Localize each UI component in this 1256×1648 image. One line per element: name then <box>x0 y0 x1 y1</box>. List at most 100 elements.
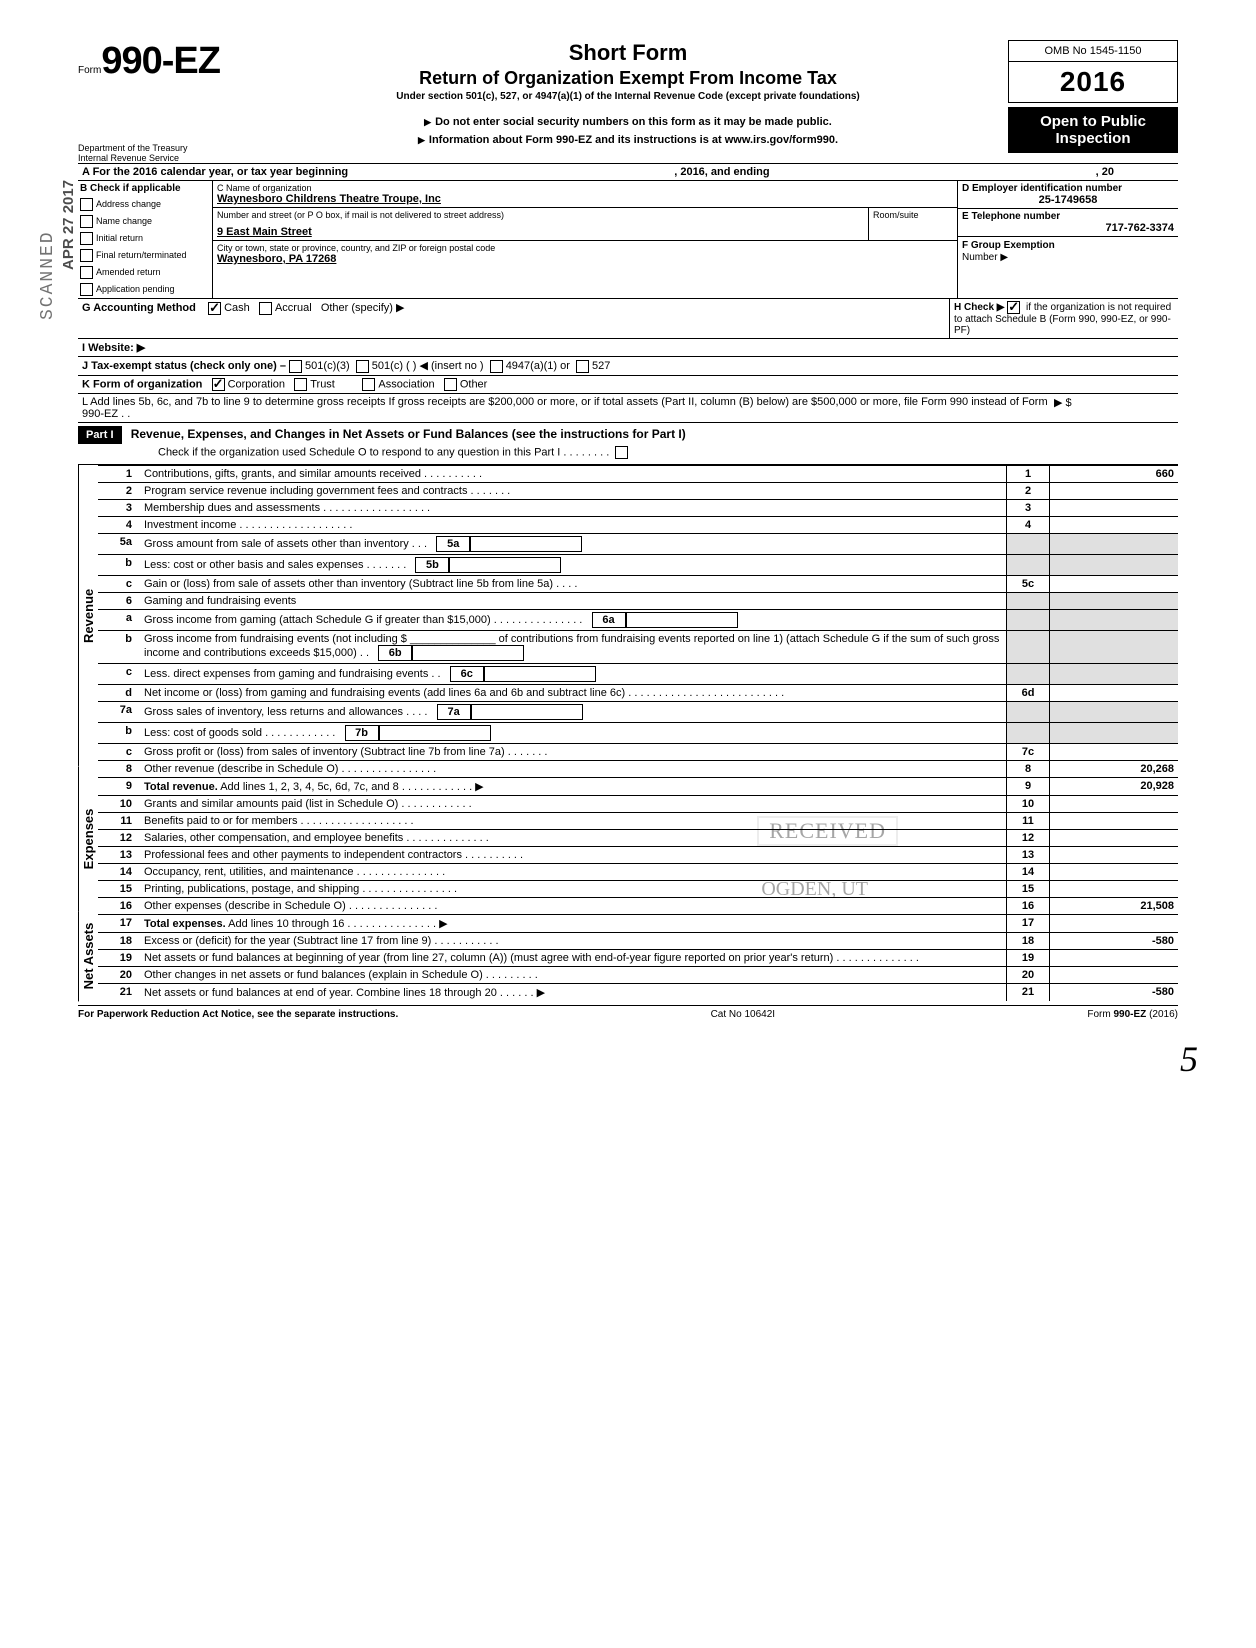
row-a: A For the 2016 calendar year, or tax yea… <box>78 163 1178 181</box>
chk-name-change[interactable] <box>80 215 93 228</box>
chk-schedule-b[interactable] <box>1007 301 1020 314</box>
line-ref: 18 <box>1007 933 1050 950</box>
line-ref <box>1007 702 1050 723</box>
row-k: K Form of organization Corporation Trust… <box>78 376 1178 394</box>
line-ref: 20 <box>1007 967 1050 984</box>
line-row: 18Excess or (deficit) for the year (Subt… <box>98 933 1178 950</box>
stamp-ogden: OGDEN, UT <box>761 878 868 901</box>
line-row: aGross income from gaming (attach Schedu… <box>98 609 1178 630</box>
line-number: 21 <box>98 984 140 1002</box>
chk-corp[interactable] <box>212 378 225 391</box>
line-number: c <box>98 744 140 761</box>
chk-assoc[interactable] <box>362 378 375 391</box>
chk-address-change[interactable] <box>80 198 93 211</box>
h-label: H Check ▶ <box>954 302 1004 313</box>
f-number: Number ▶ <box>962 252 1008 263</box>
line-number: 15 <box>98 881 140 898</box>
side-net-assets: Net Assets <box>78 911 98 1001</box>
line-text: Less: cost of goods sold . . . . . . . .… <box>140 723 1007 744</box>
stamp-scan-date: APR 27 2017 <box>60 180 77 270</box>
chk-cash[interactable] <box>208 302 221 315</box>
chk-4947[interactable] <box>490 360 503 373</box>
line-number: 17 <box>98 915 140 933</box>
line-row: bLess: cost of goods sold . . . . . . . … <box>98 723 1178 744</box>
line-text: Membership dues and assessments . . . . … <box>140 499 1007 516</box>
line-number: 14 <box>98 864 140 881</box>
line-value <box>1050 915 1179 933</box>
addr-label: Number and street (or P O box, if mail i… <box>217 210 864 220</box>
lbl-527: 527 <box>592 360 610 372</box>
form-header: Form 990-EZ Department of the Treasury I… <box>78 40 1178 163</box>
j-label: J Tax-exempt status (check only one) – <box>82 360 286 372</box>
lbl-other-method: Other (specify) ▶ <box>321 302 405 314</box>
page-footer: For Paperwork Reduction Act Notice, see … <box>78 1005 1178 1020</box>
city-label: City or town, state or province, country… <box>217 243 953 253</box>
chk-trust[interactable] <box>294 378 307 391</box>
line-row: 2Program service revenue including gover… <box>98 482 1178 499</box>
line-row: 21Net assets or fund balances at end of … <box>98 984 1178 1002</box>
line-number: 6 <box>98 592 140 609</box>
line-ref: 4 <box>1007 516 1050 533</box>
line-number: 19 <box>98 950 140 967</box>
line-number: 11 <box>98 813 140 830</box>
line-text: Less: cost or other basis and sales expe… <box>140 554 1007 575</box>
line-value: -580 <box>1050 933 1179 950</box>
line-row: 13Professional fees and other payments t… <box>98 847 1178 864</box>
street-address: 9 East Main Street <box>217 226 864 238</box>
line-text: Net assets or fund balances at beginning… <box>140 950 1007 967</box>
line-number: 16 <box>98 898 140 915</box>
ssn-warning: Do not enter social security numbers on … <box>248 116 1008 128</box>
line-number: c <box>98 575 140 592</box>
line-row: 20Other changes in net assets or fund ba… <box>98 967 1178 984</box>
row-l: L Add lines 5b, 6c, and 7b to line 9 to … <box>78 394 1178 423</box>
line-row: 1Contributions, gifts, grants, and simil… <box>98 465 1178 482</box>
line-text: Professional fees and other payments to … <box>140 847 1007 864</box>
part1-badge: Part I <box>78 426 122 444</box>
form-label: Form <box>78 65 101 76</box>
row-a-label: A For the 2016 calendar year, or tax yea… <box>82 166 348 178</box>
line-text: Other changes in net assets or fund bala… <box>140 967 1007 984</box>
line-row: 9Total revenue. Add lines 1, 2, 3, 4, 5c… <box>98 778 1178 796</box>
line-ref: 1 <box>1007 465 1050 482</box>
lbl-corp: Corporation <box>228 378 285 390</box>
chk-other-org[interactable] <box>444 378 457 391</box>
line-row: 16Other expenses (describe in Schedule O… <box>98 898 1178 915</box>
line-row: 4Investment income . . . . . . . . . . .… <box>98 516 1178 533</box>
line-row: 17Total expenses. Add lines 10 through 1… <box>98 915 1178 933</box>
side-expenses: Expenses <box>78 766 98 911</box>
line-row: cGain or (loss) from sale of assets othe… <box>98 575 1178 592</box>
line-text: Other revenue (describe in Schedule O) .… <box>140 761 1007 778</box>
line-text: Other expenses (describe in Schedule O) … <box>140 898 1007 915</box>
line-text: Program service revenue including govern… <box>140 482 1007 499</box>
line-text: Printing, publications, postage, and shi… <box>140 881 1007 898</box>
line-ref <box>1007 533 1050 554</box>
line-row: 3Membership dues and assessments . . . .… <box>98 499 1178 516</box>
chk-final-return[interactable] <box>80 249 93 262</box>
line-row: cLess. direct expenses from gaming and f… <box>98 663 1178 684</box>
chk-accrual[interactable] <box>259 302 272 315</box>
line-ref <box>1007 630 1050 663</box>
line-text: Occupancy, rent, utilities, and maintena… <box>140 864 1007 881</box>
line-ref: 10 <box>1007 796 1050 813</box>
chk-501c[interactable] <box>356 360 369 373</box>
line-ref: 8 <box>1007 761 1050 778</box>
dept-irs: Internal Revenue Service <box>78 153 248 163</box>
line-number: 3 <box>98 499 140 516</box>
chk-initial-return[interactable] <box>80 232 93 245</box>
chk-527[interactable] <box>576 360 589 373</box>
line-row: 7aGross sales of inventory, less returns… <box>98 702 1178 723</box>
line-ref: 15 <box>1007 881 1050 898</box>
line-ref: 12 <box>1007 830 1050 847</box>
lbl-501c: 501(c) ( ) ◀ (insert no ) <box>372 360 484 372</box>
line-text: Contributions, gifts, grants, and simila… <box>140 465 1007 482</box>
chk-schedo-part1[interactable] <box>615 446 628 459</box>
line-value <box>1050 830 1179 847</box>
line-text: Net assets or fund balances at end of ye… <box>140 984 1007 1002</box>
c-label: C Name of organization <box>217 183 953 193</box>
chk-app-pending[interactable] <box>80 283 93 296</box>
line-value <box>1050 554 1179 575</box>
chk-amended[interactable] <box>80 266 93 279</box>
line-ref: 11 <box>1007 813 1050 830</box>
chk-501c3[interactable] <box>289 360 302 373</box>
line-row: 11Benefits paid to or for members . . . … <box>98 813 1178 830</box>
